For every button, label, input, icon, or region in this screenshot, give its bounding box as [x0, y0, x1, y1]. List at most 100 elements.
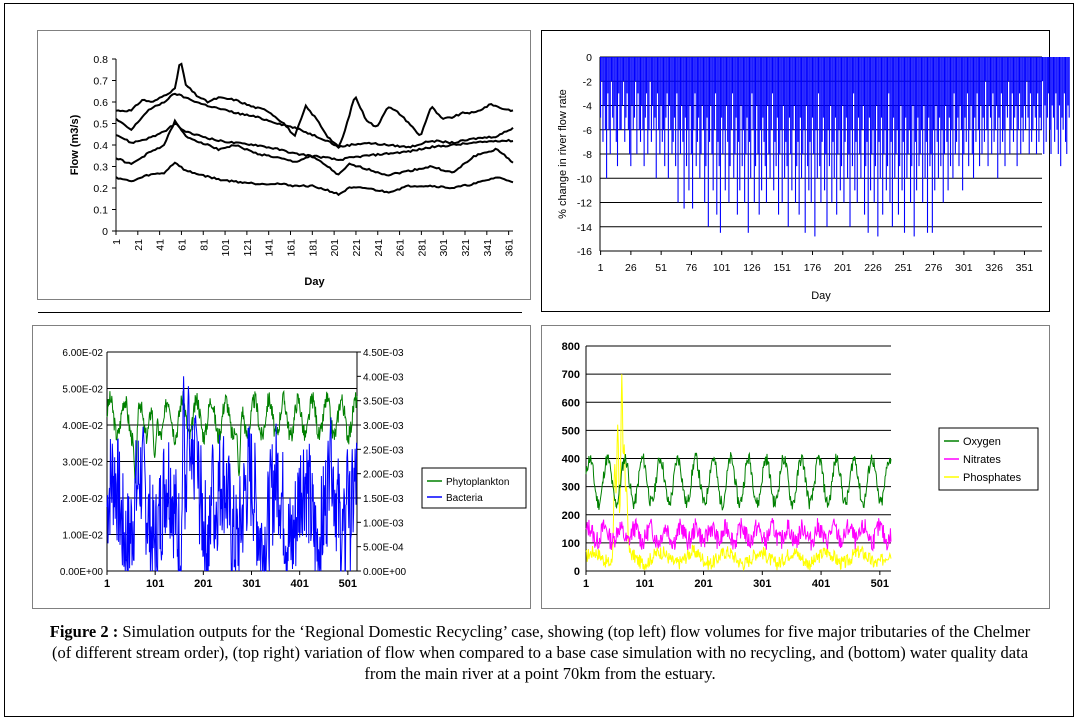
pct-bar	[997, 57, 999, 179]
pct-bar	[648, 57, 650, 130]
pct-bar	[919, 57, 921, 154]
pct-bar	[770, 57, 772, 130]
pct-bar	[614, 57, 616, 106]
pct-chart-panel: 0 -2 -4 -6 -8 -10 -12 -14 -16 1 26 51 76 101 126 151 176…	[541, 30, 1070, 312]
pct-bar	[711, 57, 713, 154]
pct-bar	[700, 57, 702, 154]
pct-bar	[751, 57, 753, 94]
pct-bar	[729, 57, 731, 167]
pct-bar	[826, 57, 828, 227]
pct-bar	[979, 57, 981, 167]
pct-bar	[625, 57, 627, 118]
pct-bar	[799, 57, 801, 118]
pct-bar	[606, 57, 608, 179]
y-tick-label: 800	[562, 341, 580, 353]
pct-bar	[782, 57, 784, 106]
flow-series-line	[115, 62, 514, 149]
flow-series-line	[115, 118, 514, 177]
pct-bar	[815, 57, 817, 130]
pct-bar	[1016, 57, 1018, 167]
pct-bar	[1027, 57, 1029, 118]
figure-caption: Figure 2 : Simulation outputs for the ‘R…	[40, 621, 1040, 684]
y-tick-label: -6	[583, 125, 592, 137]
pct-bar	[739, 57, 741, 191]
pct-bar	[1038, 57, 1040, 142]
pct-bar	[792, 57, 794, 130]
y2-tick-label: 5.00E-04	[363, 543, 404, 554]
pct-bar	[1023, 57, 1025, 106]
pct-bar	[662, 57, 665, 130]
x-tick-label: 1	[104, 578, 110, 590]
pct-bar	[687, 57, 689, 130]
pct-bar	[1032, 57, 1034, 130]
pct-bar	[1060, 57, 1062, 167]
panel-separator	[38, 312, 522, 313]
pct-bar	[624, 57, 626, 142]
pct-bar	[765, 57, 767, 203]
y-tick-label: 1.00E-02	[62, 531, 103, 542]
pct-bar	[642, 57, 644, 130]
pct-bar	[631, 57, 633, 106]
x-tick-label: 1	[598, 262, 604, 274]
pct-bar	[607, 57, 609, 94]
pct-bar	[969, 57, 971, 130]
pct-bar	[976, 57, 978, 94]
pct-bar	[804, 57, 806, 233]
pct-bar	[1029, 57, 1031, 94]
pct-bar	[830, 57, 832, 106]
pct-bar	[1014, 57, 1016, 118]
legend-label: Bacteria	[446, 493, 483, 504]
pct-bar	[748, 57, 751, 142]
pct-bar	[970, 57, 972, 106]
pct-bar	[1003, 57, 1005, 130]
x-tick-label: 301	[955, 262, 973, 274]
pct-bar	[903, 57, 906, 233]
pct-bar	[1018, 57, 1021, 94]
pct-bar	[1044, 57, 1046, 106]
x-axis-label: Day	[811, 290, 831, 302]
series-phytoplankton-line	[106, 389, 358, 484]
pct-bar	[880, 57, 883, 118]
pct-bar	[853, 57, 855, 94]
pct-bar	[855, 57, 857, 142]
pct-bar	[769, 57, 771, 179]
pct-bar	[618, 57, 620, 94]
pct-bar	[887, 57, 889, 167]
x-tick-label: 221	[351, 239, 363, 257]
x-tick-label: 201	[834, 262, 852, 274]
legend: Phytoplankton Bacteria	[421, 467, 527, 509]
pct-bar	[708, 57, 711, 142]
pct-bar	[719, 57, 721, 233]
pct-bar	[945, 57, 947, 106]
x-tick-label: 151	[773, 262, 791, 274]
y-axis-label: % change in river flow rate	[557, 89, 569, 219]
pct-bar	[836, 57, 838, 215]
pct-bar	[824, 57, 826, 191]
pct-bar	[762, 57, 764, 118]
pct-bar	[693, 57, 695, 130]
x-tick-label: 41	[155, 239, 167, 251]
pct-bar	[813, 57, 815, 154]
pct-bar	[784, 57, 786, 179]
y-tick-label: 2.00E-02	[62, 494, 103, 505]
pct-bar	[974, 57, 976, 118]
pct-bar	[710, 57, 712, 106]
water-quality-chart: 0 100 200 300 400 500 600 700 800 1 101 201 301 401 50…	[562, 341, 1039, 590]
pct-bar	[756, 57, 758, 106]
x-tick-label: 1	[111, 239, 123, 245]
y2-tick-label: 3.50E-03	[363, 397, 404, 408]
pct-bar	[653, 57, 655, 130]
pct-bar	[733, 57, 735, 179]
y-tick-label: 0	[102, 226, 108, 238]
pct-bar	[761, 57, 763, 191]
pct-bar	[768, 57, 770, 154]
pct-bar	[822, 57, 824, 118]
pct-bar	[664, 57, 666, 167]
pct-bar	[659, 57, 661, 154]
pct-bar	[1051, 57, 1053, 106]
pct-bar	[721, 57, 723, 118]
pct-bar	[831, 57, 833, 203]
pct-bar	[644, 57, 646, 118]
y-tick-label: 600	[562, 397, 580, 409]
flow-chart: 00.10.20.30.40.50.60.70.81 21 41 61 81 101 121…	[69, 54, 516, 288]
